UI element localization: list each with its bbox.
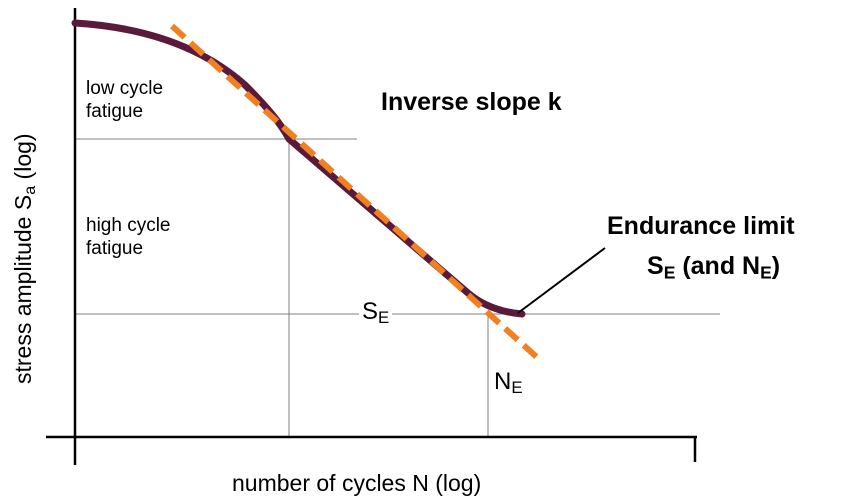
- sn-curve: [71, 19, 526, 318]
- inverse-slope-line: [169, 23, 544, 364]
- endurance-limit-value-label: SE (and NE): [647, 252, 781, 283]
- low-cycle-fatigue-label: low cycle fatigue: [86, 78, 164, 122]
- ne-label: NE: [494, 368, 523, 398]
- high-cycle-fatigue-label: high cycle fatigue: [86, 215, 171, 259]
- y-axis-label: stress amplitude Sa (log): [10, 133, 40, 384]
- inverse-slope-label: Inverse slope k: [381, 88, 562, 116]
- endurance-leader-line: [517, 247, 606, 314]
- endurance-limit-label: Endurance limit: [607, 212, 795, 240]
- x-axis-label: number of cycles N (log): [232, 470, 482, 496]
- se-label: SE: [359, 298, 393, 329]
